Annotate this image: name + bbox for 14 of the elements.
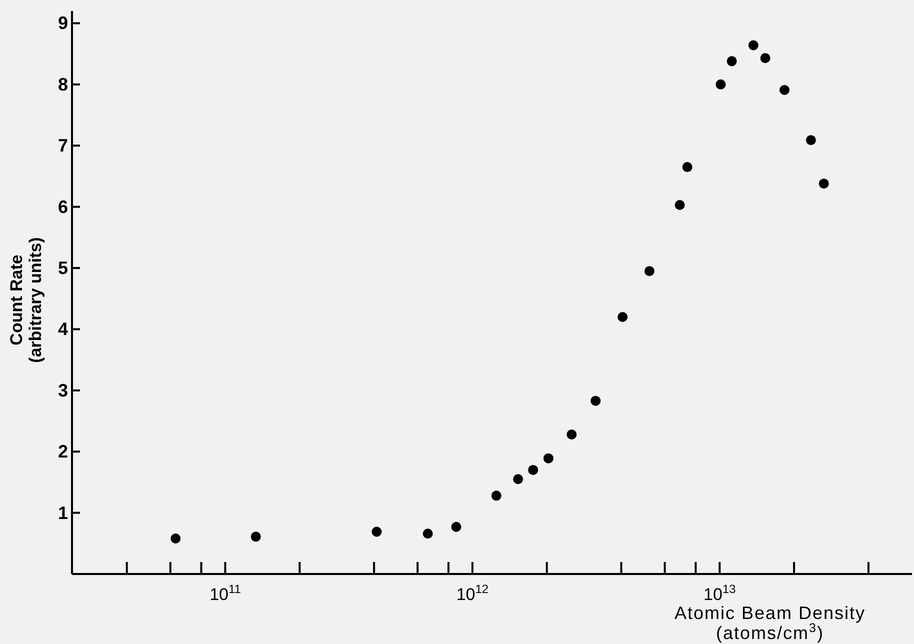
x-axis-title: Atomic Beam Density (atoms/cm$^{3}$)	[674, 603, 866, 643]
y-tick-label: 2	[58, 442, 68, 462]
y-tick-label: 5	[58, 258, 68, 278]
y-tick-label: 6	[58, 196, 68, 217]
x-tick-label: 10$^{12}$	[456, 582, 489, 604]
x-tick-label: 10$^{11}$	[210, 582, 242, 604]
y-tick-label: 4	[58, 319, 68, 340]
y-tick-label: 1	[58, 502, 68, 523]
y-axis-title: Count Rate (arbitrary units)	[7, 237, 45, 363]
y-tick-label: 9	[58, 13, 68, 34]
y-tick-label: 8	[58, 74, 68, 94]
y-tick-label: 3	[58, 380, 68, 400]
x-tick-label: 10$^{13}$	[704, 582, 736, 604]
y-tick-label: 7	[58, 136, 68, 156]
